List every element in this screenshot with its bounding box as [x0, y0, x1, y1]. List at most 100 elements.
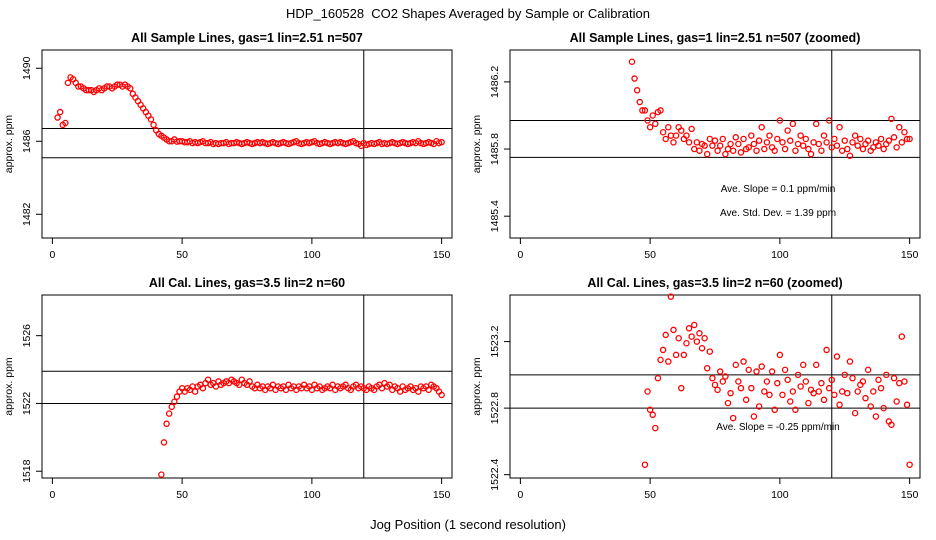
- data-point: [761, 388, 768, 395]
- y-axis-label: approx. ppm: [3, 115, 15, 174]
- data-point: [740, 358, 747, 365]
- data-point: [706, 135, 714, 143]
- data-point: [438, 138, 445, 146]
- data-point: [709, 374, 716, 382]
- panel-sample-zoomed: All Sample Lines, gas=1 lin=2.51 n=507 (…: [471, 31, 921, 261]
- data-point: [641, 107, 649, 114]
- data-point: [716, 368, 724, 375]
- x-tick-label: 150: [433, 249, 451, 261]
- data-point: [696, 147, 703, 154]
- data-point: [802, 378, 810, 385]
- data-point: [657, 356, 664, 364]
- data-point: [670, 139, 677, 146]
- figure-title: HDP_160528 CO2 Shapes Averaged by Sample…: [286, 6, 650, 21]
- data-point: [670, 326, 677, 334]
- data-point: [792, 147, 799, 154]
- data-point: [849, 374, 856, 382]
- data-point: [758, 123, 765, 131]
- data-point: [727, 140, 734, 148]
- data-point: [690, 145, 698, 153]
- y-tick-label: 1526: [21, 324, 33, 348]
- data-point: [906, 461, 913, 468]
- data-point: [895, 379, 903, 387]
- data-point: [748, 384, 755, 392]
- data-point: [654, 374, 662, 382]
- x-tick-label: 100: [303, 249, 321, 261]
- data-point: [818, 379, 825, 387]
- data-point: [755, 137, 763, 144]
- data-point: [805, 399, 812, 407]
- data-point: [628, 58, 636, 66]
- data-point: [825, 117, 833, 124]
- data-point: [722, 150, 729, 158]
- data-point: [903, 135, 911, 143]
- data-point: [735, 378, 742, 385]
- data-point: [667, 293, 675, 300]
- data-point: [890, 134, 898, 141]
- data-point: [859, 378, 867, 385]
- data-point: [789, 120, 797, 128]
- data-point: [745, 366, 752, 374]
- data-point: [867, 403, 874, 410]
- data-point: [810, 139, 817, 146]
- data-point: [787, 398, 794, 405]
- data-point: [636, 98, 643, 106]
- x-tick-label: 0: [49, 249, 55, 261]
- data-point: [906, 135, 913, 143]
- data-point: [831, 391, 838, 399]
- data-point: [815, 140, 823, 148]
- data-point: [836, 123, 843, 131]
- data-point: [685, 325, 693, 332]
- data-point: [812, 361, 820, 369]
- data-point: [675, 335, 682, 342]
- data-point: [901, 378, 908, 385]
- x-tick-label: 100: [303, 489, 321, 501]
- y-tick-label: 1490: [21, 56, 33, 80]
- x-tick-label: 50: [644, 249, 656, 261]
- data-point: [64, 79, 72, 87]
- data-point: [771, 406, 778, 414]
- data-point: [163, 420, 170, 428]
- data-point: [732, 134, 740, 141]
- data-point: [652, 424, 659, 432]
- data-point: [787, 137, 794, 144]
- panel-title: All Sample Lines, gas=1 lin=2.51 n=507: [131, 31, 363, 45]
- y-tick-label: 1482: [21, 202, 33, 226]
- data-point: [171, 398, 178, 405]
- data-point: [831, 135, 838, 143]
- data-point: [820, 132, 828, 139]
- data-point: [841, 137, 848, 144]
- data-point: [823, 346, 830, 354]
- data-point: [688, 333, 695, 340]
- y-tick-label: 1486.2: [489, 66, 501, 98]
- data-point: [644, 117, 651, 124]
- data-point: [774, 379, 781, 387]
- data-point: [722, 373, 729, 380]
- data-point: [657, 107, 664, 114]
- data-point: [883, 371, 890, 379]
- data-point: [875, 376, 882, 384]
- data-point: [150, 121, 157, 129]
- y-axis-label: approx. ppm: [3, 357, 15, 416]
- data-point: [158, 471, 165, 478]
- data-point: [864, 366, 872, 374]
- plot-frame: [41, 294, 453, 479]
- data-point: [662, 331, 669, 339]
- data-point: [784, 376, 791, 384]
- data-point: [685, 139, 693, 146]
- data-point: [750, 140, 758, 148]
- data-point: [797, 132, 804, 139]
- data-point: [644, 388, 651, 395]
- data-point: [823, 139, 830, 146]
- data-point: [415, 388, 422, 395]
- plot-frame: [509, 49, 921, 239]
- data-point: [854, 142, 861, 149]
- data-point: [758, 363, 765, 370]
- data-point: [649, 112, 656, 119]
- y-axis-label: approx. ppm: [471, 115, 483, 174]
- data-point: [641, 461, 649, 468]
- annotation-text: Ave. Slope = -0.25 ppm/min: [716, 422, 840, 433]
- data-point: [838, 147, 846, 154]
- data-point: [851, 409, 859, 417]
